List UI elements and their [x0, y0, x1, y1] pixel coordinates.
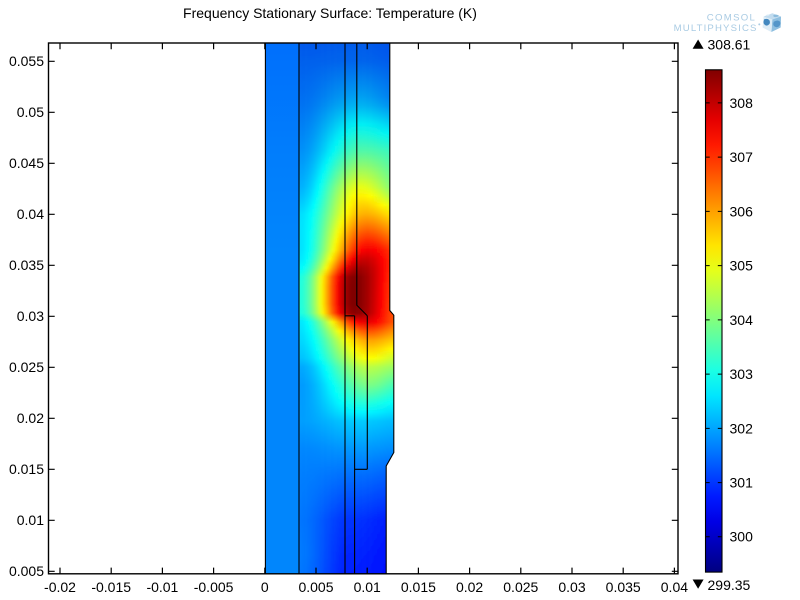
svg-text:302: 302	[730, 420, 754, 436]
svg-text:307: 307	[730, 149, 754, 165]
svg-text:-0.015: -0.015	[91, 579, 131, 595]
svg-text:304: 304	[730, 312, 754, 328]
svg-text:301: 301	[730, 475, 754, 491]
svg-text:306: 306	[730, 203, 754, 219]
svg-text:-0.02: -0.02	[44, 579, 76, 595]
svg-text:0.02: 0.02	[456, 579, 483, 595]
svg-text:0.045: 0.045	[9, 155, 44, 171]
svg-text:308.61: 308.61	[708, 37, 751, 53]
svg-text:0.035: 0.035	[9, 257, 44, 273]
svg-text:0.035: 0.035	[606, 579, 641, 595]
svg-text:0.01: 0.01	[354, 579, 381, 595]
svg-text:0: 0	[261, 579, 269, 595]
svg-text:-0.01: -0.01	[146, 579, 178, 595]
svg-text:0.015: 0.015	[9, 461, 44, 477]
svg-text:303: 303	[730, 366, 754, 382]
svg-text:0.005: 0.005	[9, 563, 44, 579]
svg-text:Frequency Stationary Surface:: Frequency Stationary Surface: Temperatur…	[183, 5, 477, 21]
svg-text:308: 308	[730, 95, 754, 111]
svg-text:0.025: 0.025	[503, 579, 538, 595]
svg-text:0.015: 0.015	[401, 579, 436, 595]
svg-text:0.01: 0.01	[17, 512, 44, 528]
svg-text:305: 305	[730, 258, 754, 274]
svg-text:0.03: 0.03	[558, 579, 585, 595]
svg-text:0.055: 0.055	[9, 53, 44, 69]
svg-text:0.02: 0.02	[17, 410, 44, 426]
svg-text:299.35: 299.35	[708, 577, 751, 593]
svg-text:MULTIPHYSICS: MULTIPHYSICS	[674, 23, 758, 34]
svg-text:0.04: 0.04	[17, 206, 44, 222]
svg-text:COMSOL: COMSOL	[707, 13, 756, 24]
svg-text:0.03: 0.03	[17, 308, 44, 324]
svg-text:0.05: 0.05	[17, 104, 44, 120]
svg-text:300: 300	[730, 529, 754, 545]
svg-text:0.04: 0.04	[661, 579, 688, 595]
svg-text:0.025: 0.025	[9, 359, 44, 375]
svg-text:-0.005: -0.005	[194, 579, 234, 595]
svg-text:0.005: 0.005	[298, 579, 333, 595]
